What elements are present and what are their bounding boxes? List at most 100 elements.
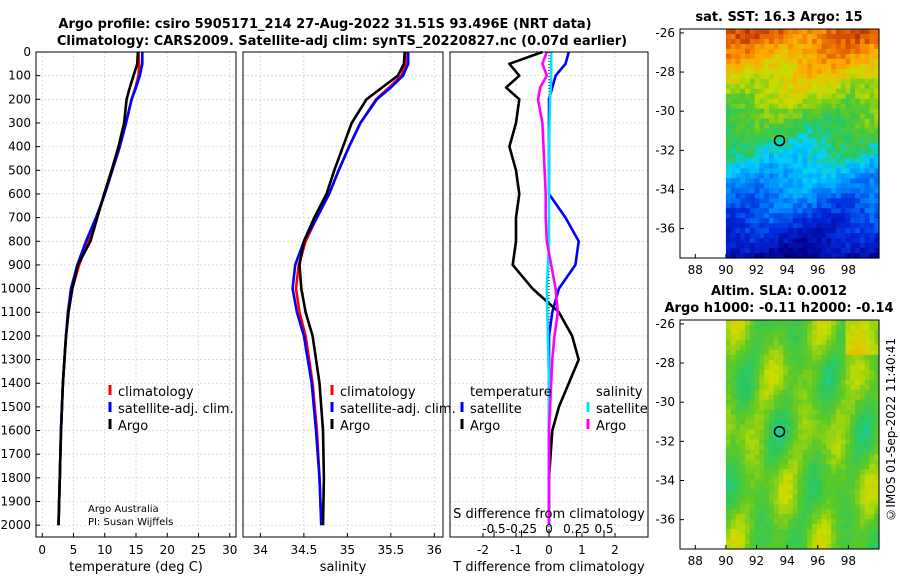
sst-map-cell — [812, 248, 818, 254]
temp-ytick-label: 1000 — [0, 282, 31, 296]
sst-map-cell — [725, 138, 732, 145]
sla-map-cell — [812, 544, 818, 550]
sst-map-cell — [768, 253, 775, 259]
sla-map-cell — [812, 519, 818, 525]
sst-map-cell — [725, 183, 732, 189]
sla-map-cell — [807, 379, 813, 386]
sst-map-cell — [840, 48, 847, 55]
sst-map-cell — [864, 38, 871, 45]
sla-map-cell — [807, 384, 813, 391]
sla-map-cell — [826, 544, 832, 550]
sst-map-cell — [802, 193, 808, 199]
sla-map-cell — [783, 524, 789, 530]
sla-map-cell — [764, 534, 770, 540]
sla-map-cell — [855, 469, 861, 475]
sst-map-cell — [768, 163, 775, 169]
sla-map-cell — [840, 459, 847, 465]
sla-map-cell — [802, 324, 808, 331]
sla-map-cell — [864, 339, 871, 346]
sst-map-cell — [754, 228, 761, 234]
sla-map-cell — [850, 439, 856, 446]
sla-map-cell — [792, 444, 799, 451]
temp-ytick-label: 1800 — [0, 471, 31, 485]
sla-map-cell — [835, 469, 842, 475]
sla-map-cell — [754, 324, 761, 331]
sla-map-cell — [845, 379, 851, 386]
sst-map-cell — [773, 158, 780, 165]
sst-map-cell — [773, 228, 780, 234]
sst-map-cell — [874, 253, 880, 259]
sla-map-cell — [783, 374, 789, 381]
sst-map-cell — [859, 153, 866, 160]
sst-map-cell — [845, 208, 851, 214]
sst-map-cell — [812, 238, 818, 244]
sla-map-cell — [783, 484, 789, 490]
sst-map-cell — [874, 29, 880, 35]
sst-map-cell — [754, 73, 761, 80]
sst-map-cell — [845, 153, 851, 160]
sst-map-cell — [740, 33, 746, 40]
sla-map-cell — [764, 464, 770, 470]
sst-map-cell — [730, 128, 737, 135]
sst-map-cell — [725, 58, 732, 65]
sla-map-cell — [816, 539, 823, 545]
sla-map-cell — [859, 399, 866, 406]
sst-map-cell — [788, 63, 794, 70]
sst-map-cell — [850, 29, 856, 35]
sla-map-cell — [859, 459, 866, 465]
sla-map-cell — [730, 339, 737, 346]
sst-map-cell — [859, 118, 866, 125]
sst-map-cell — [821, 78, 827, 85]
sal-xtick-label: 36 — [427, 543, 442, 557]
sla-map-cell — [783, 534, 789, 540]
sst-map-cell — [783, 88, 789, 95]
sst-map-cell — [835, 248, 842, 254]
sla-map-cell — [735, 504, 741, 510]
sst-map-cell — [845, 183, 851, 189]
sla-map-cell — [831, 419, 837, 426]
sst-map-cell — [816, 193, 823, 199]
sla-map-cell — [859, 479, 866, 485]
sla-map-cell — [845, 334, 851, 341]
sst-map-cell — [826, 193, 832, 199]
sst-map-cell — [835, 123, 842, 130]
sst-map-cell — [802, 253, 808, 259]
sla-map-xtick-label: 98 — [841, 554, 856, 568]
sst-map-cell — [768, 123, 775, 130]
sla-map-cell — [855, 419, 861, 426]
sla-map-cell — [845, 429, 851, 436]
sla-map-cell — [778, 334, 784, 341]
sst-map-cell — [807, 113, 813, 120]
sla-map-cell — [864, 539, 871, 545]
sst-map-cell — [831, 73, 837, 80]
sla-map-cell — [812, 429, 818, 436]
sst-map-cell — [730, 188, 737, 194]
sla-map-cell — [725, 459, 732, 465]
sst-map-cell — [725, 188, 732, 194]
sla-map-cell — [826, 424, 832, 431]
sla-map-cell — [850, 384, 856, 391]
sst-map-cell — [855, 113, 861, 120]
sst-map-cell — [812, 208, 818, 214]
sla-map-cell — [754, 374, 761, 381]
sla-map-cell — [840, 444, 847, 451]
sla-map-cell — [740, 514, 746, 520]
sst-map-cell — [859, 238, 866, 244]
sst-map-cell — [826, 243, 832, 249]
sst-map-cell — [850, 83, 856, 90]
sst-map-cell — [783, 48, 789, 55]
sla-map-cell — [725, 339, 732, 346]
temp-legend-argo-label: Argo — [118, 419, 148, 434]
sst-map-cell — [797, 48, 804, 55]
sst-map-cell — [735, 58, 741, 65]
sst-map-cell — [764, 93, 770, 100]
sla-map-cell — [821, 349, 827, 356]
sst-map-cell — [807, 233, 813, 239]
sst-map-cell — [821, 33, 827, 40]
sst-map-cell — [807, 78, 813, 85]
sst-map-ytick-label: -36 — [655, 222, 675, 236]
sla-map-cell — [812, 479, 818, 485]
sst-map-cell — [730, 118, 737, 125]
sst-map-cell — [745, 48, 751, 55]
sla-map-cell — [831, 324, 837, 331]
